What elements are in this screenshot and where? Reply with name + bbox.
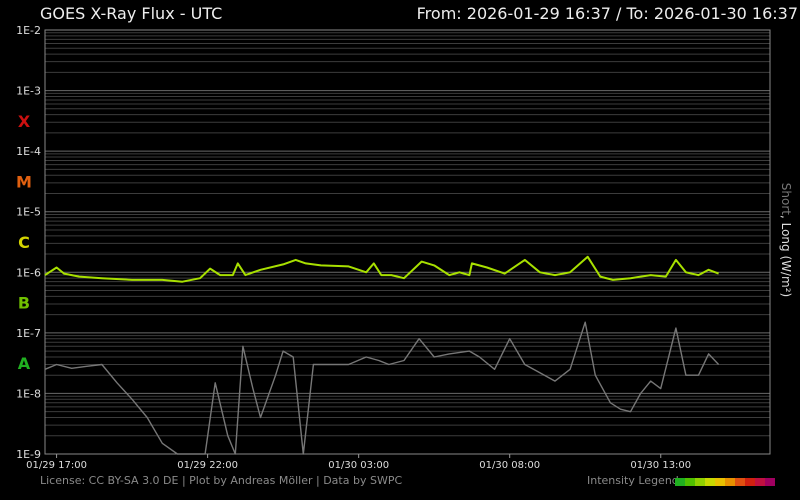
flare-class-B: B bbox=[18, 294, 30, 313]
intensity-swatch bbox=[675, 478, 685, 486]
intensity-swatch bbox=[745, 478, 755, 486]
y-tick-label: 1E-7 bbox=[16, 327, 41, 340]
intensity-swatch bbox=[715, 478, 725, 486]
flare-class-C: C bbox=[18, 233, 30, 252]
y-tick-label: 1E-3 bbox=[16, 85, 41, 98]
series-long-line bbox=[44, 255, 719, 283]
flare-class-M: M bbox=[16, 172, 32, 191]
intensity-swatch bbox=[735, 478, 745, 486]
x-tick-label: 01/30 03:00 bbox=[328, 460, 389, 470]
y-tick-label: 1E-6 bbox=[16, 266, 41, 279]
y-axis-label-short: Short bbox=[779, 182, 793, 215]
series-short-line bbox=[44, 321, 720, 455]
flare-class-labels: X M C B A bbox=[16, 112, 32, 373]
x-tick-label: 01/30 08:00 bbox=[479, 460, 540, 470]
flare-class-X: X bbox=[18, 112, 31, 131]
y-tick-label: 1E-5 bbox=[16, 206, 41, 219]
chart-title: GOES X-Ray Flux - UTC bbox=[40, 4, 223, 23]
intensity-swatch bbox=[725, 478, 735, 486]
time-range: From: 2026-01-29 16:37 / To: 2026-01-30 … bbox=[416, 4, 798, 23]
x-tick-label: 01/29 22:00 bbox=[177, 460, 238, 470]
intensity-legend-bar bbox=[675, 478, 775, 486]
series-lines bbox=[44, 255, 720, 455]
y-axis-label: Short, Long (W/m²) bbox=[779, 183, 793, 297]
y-tick-label: 1E-8 bbox=[16, 387, 41, 400]
y-tick-label: 1E-2 bbox=[16, 24, 41, 37]
flare-class-A: A bbox=[18, 354, 31, 373]
x-tick-label: 01/30 13:00 bbox=[630, 460, 691, 470]
grid-lines bbox=[45, 32, 770, 455]
credit-line: License: CC BY-SA 3.0 DE | Plot by Andre… bbox=[40, 474, 403, 487]
intensity-swatch bbox=[695, 478, 705, 486]
goes-xray-flux-chart: 1E-2 1E-3 1E-4 1E-5 1E-6 1E-7 1E-8 1E-9 X M C B A 0… bbox=[16, 24, 771, 470]
plot-frame bbox=[44, 29, 771, 455]
y-axis-label-long: , Long (W/m²) bbox=[779, 214, 793, 298]
y-tick-label: 1E-4 bbox=[16, 145, 41, 158]
intensity-swatch bbox=[705, 478, 715, 486]
x-tick-labels: 01/29 17:00 01/29 22:00 01/30 03:00 01/30 0… bbox=[26, 454, 691, 470]
intensity-legend-label: Intensity Legend bbox=[587, 474, 679, 487]
intensity-swatch bbox=[755, 478, 765, 486]
x-tick-label: 01/29 17:00 bbox=[26, 460, 87, 470]
intensity-swatch bbox=[765, 478, 775, 486]
intensity-swatch bbox=[685, 478, 695, 486]
y-tick-label: 1E-9 bbox=[16, 448, 41, 461]
y-tick-labels: 1E-2 1E-3 1E-4 1E-5 1E-6 1E-7 1E-8 1E-9 bbox=[16, 24, 41, 461]
